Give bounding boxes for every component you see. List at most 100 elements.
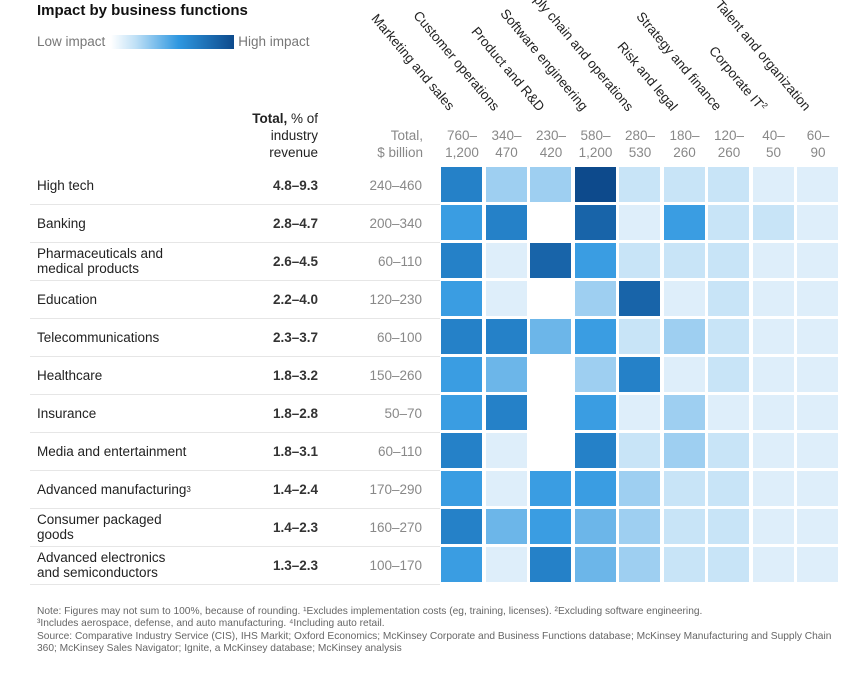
heatmap-cell bbox=[752, 243, 794, 278]
industry-name-text: Insurance bbox=[37, 405, 97, 421]
heatmap-cell bbox=[441, 433, 482, 468]
heatmap-cell bbox=[530, 281, 571, 316]
total-pct: 1.8–3.2 bbox=[272, 367, 318, 383]
heatmap-cell bbox=[708, 357, 749, 392]
heatmap-cell bbox=[752, 167, 794, 202]
heatmap-cell bbox=[797, 471, 838, 506]
heatmap-cell bbox=[530, 395, 571, 430]
legend-high-label: High impact bbox=[238, 34, 310, 49]
industry-name-text: Healthcare bbox=[37, 367, 103, 383]
total-usd-header-line2: $ billion bbox=[377, 145, 423, 160]
heatmap-cell bbox=[797, 243, 838, 278]
total-pct: 2.8–4.7 bbox=[272, 215, 318, 231]
total-pct: 1.8–3.1 bbox=[272, 443, 318, 459]
heatmap-cell bbox=[574, 167, 616, 202]
column-range-high: 1,200 bbox=[445, 145, 479, 160]
industry-name: Banking bbox=[37, 204, 86, 242]
heatmap-cell bbox=[441, 357, 482, 392]
heatmap-cell bbox=[619, 357, 660, 392]
heatmap-cell bbox=[530, 547, 571, 582]
heatmap-cell bbox=[441, 243, 482, 278]
heatmap-cell bbox=[485, 395, 527, 430]
heatmap-cell bbox=[752, 471, 794, 506]
table-row: Consumer packaged goods 1.4–2.3 160–270 bbox=[30, 508, 440, 547]
heatmap-cell bbox=[619, 433, 660, 468]
table-row: Pharmaceuticals and medical products 2.6–… bbox=[30, 242, 440, 281]
total-usd-header: Total, $ billion bbox=[377, 127, 423, 161]
total-pct: 1.8–2.8 bbox=[272, 405, 318, 421]
heatmap-cell bbox=[530, 471, 571, 506]
heatmap-cell bbox=[752, 357, 794, 392]
industry-name-text: High tech bbox=[37, 177, 95, 193]
heatmap-cell bbox=[663, 357, 705, 392]
total-usd: 120–230 bbox=[369, 291, 422, 307]
heatmap-cell bbox=[663, 395, 705, 430]
heatmap-cell bbox=[574, 243, 616, 278]
heatmap-cell bbox=[797, 319, 838, 354]
column-header: Marketing and sales bbox=[368, 11, 458, 114]
industry-name: Education bbox=[37, 280, 97, 318]
heatmap-cell bbox=[663, 547, 705, 582]
heatmap-cell bbox=[574, 319, 616, 354]
table-row: Healthcare 1.8–3.2 150–260 bbox=[30, 356, 440, 395]
column-range-low: 340– bbox=[491, 128, 522, 143]
column-range: 40– 50 bbox=[752, 127, 796, 161]
total-pct-header-line3: revenue bbox=[269, 145, 318, 160]
column-range: 760– 1,200 bbox=[440, 127, 484, 161]
heatmap-cell bbox=[574, 395, 616, 430]
industry-name: Media and entertainment bbox=[37, 432, 186, 470]
column-range-high: 420 bbox=[539, 145, 563, 160]
heatmap-cell bbox=[663, 509, 705, 544]
heatmap-cell bbox=[485, 167, 527, 202]
heatmap-cell bbox=[441, 319, 482, 354]
column-range: 180– 260 bbox=[663, 127, 707, 161]
legend-low-label: Low impact bbox=[37, 34, 106, 49]
heatmap-cell bbox=[574, 547, 616, 582]
industry-name-text: Media and entertainment bbox=[37, 443, 187, 459]
column-range-low: 60– bbox=[806, 128, 830, 143]
heatmap-cell bbox=[708, 471, 749, 506]
table-row: High tech 4.8–9.3 240–460 bbox=[30, 166, 440, 205]
industry-name-text: Education bbox=[37, 291, 98, 307]
heatmap-cell bbox=[708, 167, 749, 202]
column-range: 280– 530 bbox=[618, 127, 662, 161]
industry-name: Healthcare bbox=[37, 356, 102, 394]
heatmap-cell bbox=[797, 205, 838, 240]
heatmap-cell bbox=[797, 281, 838, 316]
total-usd: 60–110 bbox=[377, 253, 422, 269]
heatmap-cell bbox=[619, 205, 660, 240]
chart-title: Impact by business functions bbox=[37, 2, 248, 19]
column-header: Strategy and finance bbox=[633, 9, 725, 114]
footnotes: Note: Figures may not sum to 100%, becau… bbox=[37, 606, 837, 655]
source-note: Source: Comparative Industry Service (CI… bbox=[37, 630, 832, 654]
industry-name: Advanced electronics and semiconductors bbox=[37, 546, 187, 584]
heatmap-cell bbox=[797, 395, 838, 430]
table-row: Advanced manufacturing 3 1.4–2.4 170–290 bbox=[30, 470, 440, 509]
industry-name-text: Consumer packaged goods bbox=[37, 512, 162, 542]
heatmap-cell bbox=[708, 243, 749, 278]
heatmap-cell bbox=[574, 509, 616, 544]
heatmap-cell bbox=[752, 281, 794, 316]
industry-name: Pharmaceuticals and medical products bbox=[37, 242, 187, 280]
heatmap-cell bbox=[708, 395, 749, 430]
heatmap-cell bbox=[708, 547, 749, 582]
heatmap-cell bbox=[797, 547, 838, 582]
heatmap-cell bbox=[530, 357, 571, 392]
heatmap-cell bbox=[485, 281, 527, 316]
industry-name: Insurance bbox=[37, 394, 96, 432]
heatmap-cell bbox=[441, 205, 482, 240]
note-line-2: ³Includes aerospace, defense, and auto m… bbox=[37, 618, 385, 630]
heatmap-cell bbox=[574, 433, 616, 468]
column-range-low: 280– bbox=[624, 128, 656, 143]
heatmap-cell bbox=[441, 547, 482, 582]
industry-name: High tech bbox=[37, 166, 94, 204]
total-pct-header-line2: industry bbox=[270, 128, 318, 143]
column-range: 580– 1,200 bbox=[574, 127, 618, 161]
heatmap-cell bbox=[530, 243, 571, 278]
legend-gradient bbox=[111, 34, 235, 49]
column-range-high: 260 bbox=[673, 145, 696, 160]
total-usd: 240–460 bbox=[369, 177, 422, 193]
table-row: Insurance 1.8–2.8 50–70 bbox=[30, 394, 440, 433]
heatmap-cell bbox=[441, 509, 482, 544]
heatmap-cell bbox=[708, 205, 749, 240]
